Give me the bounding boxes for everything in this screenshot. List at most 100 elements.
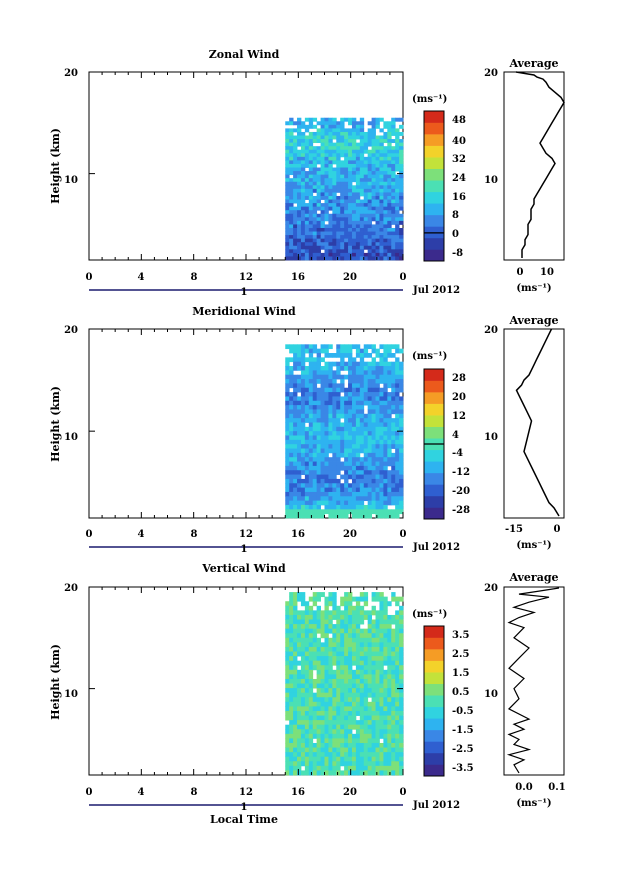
heatmap-cell <box>332 692 337 698</box>
heatmap-cell <box>300 135 306 140</box>
heatmap-cell <box>371 444 376 449</box>
heatmap-cell <box>367 235 373 240</box>
heatmap-cell <box>308 665 314 671</box>
heatmap-cell <box>395 178 400 183</box>
heatmap-cell <box>312 465 318 471</box>
heatmap-cell <box>332 199 337 204</box>
heatmap-cell <box>324 742 329 748</box>
heatmap-cell <box>328 227 333 232</box>
heatmap-cell <box>375 206 380 211</box>
heatmap-cell <box>340 203 345 208</box>
heatmap-cell <box>367 710 373 716</box>
heatmap-cell <box>289 439 294 445</box>
heatmap-cell <box>367 203 373 208</box>
heatmap-cell <box>379 153 384 158</box>
heatmap-cell <box>367 383 373 389</box>
heatmap-cell <box>289 392 294 397</box>
x-tick-label: 0 <box>400 787 407 798</box>
heatmap-cell <box>293 400 298 406</box>
heatmap-cell <box>359 724 365 730</box>
heatmap-cell <box>359 674 365 680</box>
heatmap-cell <box>359 461 365 467</box>
heatmap-cell <box>336 729 341 735</box>
heatmap-cell <box>308 206 314 211</box>
heatmap-cell <box>359 665 365 671</box>
heatmap-cell <box>308 387 314 393</box>
heatmap-cell <box>340 504 345 510</box>
heatmap-cell <box>316 500 321 506</box>
heatmap-cell <box>340 742 345 748</box>
heatmap-cell <box>300 235 306 240</box>
heatmap-cell <box>363 701 369 707</box>
heatmap-cell <box>304 448 310 454</box>
heatmap-cell <box>328 413 333 419</box>
heatmap-cell <box>399 231 404 236</box>
heatmap-cell <box>332 227 337 232</box>
heatmap-cell <box>348 178 353 183</box>
heatmap-cell <box>340 400 345 406</box>
heatmap-cell <box>399 624 404 630</box>
heatmap-cell <box>289 656 294 662</box>
heatmap-cell <box>387 491 392 497</box>
heatmap-cell <box>371 426 376 432</box>
heatmap-cell <box>300 624 306 630</box>
heatmap-cell <box>355 379 361 384</box>
heatmap-cell <box>383 688 388 694</box>
heatmap-cell <box>289 199 294 204</box>
heatmap-cell <box>297 509 302 515</box>
heatmap-cell <box>340 431 345 436</box>
heatmap-cell <box>289 720 294 726</box>
heatmap-cell <box>387 628 392 634</box>
heatmap-cell <box>312 601 318 607</box>
avg-x-tick-label: 0 <box>517 267 524 278</box>
heatmap-cell <box>300 715 306 721</box>
heatmap-cell <box>324 500 329 506</box>
heatmap-cell <box>387 422 392 428</box>
heatmap-cell <box>348 396 353 402</box>
heatmap-cell <box>367 500 373 506</box>
heatmap-cell <box>324 765 329 771</box>
heatmap-cell <box>367 733 373 739</box>
heatmap-cell <box>300 678 306 684</box>
heatmap-cell <box>312 149 318 154</box>
heatmap-cell <box>324 121 329 126</box>
heatmap-cell <box>285 483 290 488</box>
heatmap-cell <box>308 418 314 423</box>
heatmap-cell <box>355 624 361 630</box>
heatmap-cell <box>285 509 290 515</box>
heatmap-cell <box>344 733 349 739</box>
heatmap-cell <box>344 697 349 703</box>
heatmap-cell <box>383 683 388 689</box>
heatmap-cell <box>332 146 337 151</box>
heatmap-cell <box>391 163 396 168</box>
heatmap-cell <box>332 697 337 703</box>
heatmap-cell <box>320 439 325 445</box>
heatmap-cell <box>312 231 318 236</box>
heatmap-cell <box>351 188 357 193</box>
heatmap-cell <box>316 195 321 200</box>
heatmap-cell <box>289 683 294 689</box>
heatmap-cell <box>387 413 392 419</box>
heatmap-cell <box>304 765 310 771</box>
heatmap-cell <box>391 245 396 250</box>
heatmap-cell <box>308 487 314 493</box>
heatmap-cell <box>363 413 369 419</box>
heatmap-cell <box>383 409 388 415</box>
heatmap-cell <box>355 392 361 397</box>
heatmap-cell <box>383 770 388 776</box>
heatmap-cell <box>320 747 325 753</box>
heatmap-cell <box>363 596 369 602</box>
heatmap-cells <box>285 117 404 261</box>
heatmap-cell <box>387 756 392 762</box>
heatmap-cell <box>351 224 357 229</box>
heatmap-cell <box>304 706 310 712</box>
heatmap-cell <box>348 238 353 243</box>
heatmap-cell <box>375 452 380 458</box>
heatmap-cell <box>336 146 341 151</box>
heatmap-cell <box>300 596 306 602</box>
heatmap-cell <box>363 733 369 739</box>
heatmap-cell <box>367 461 373 467</box>
heatmap-cell <box>379 496 384 502</box>
heatmap-cell <box>336 178 341 183</box>
heatmap-cell <box>316 181 321 186</box>
